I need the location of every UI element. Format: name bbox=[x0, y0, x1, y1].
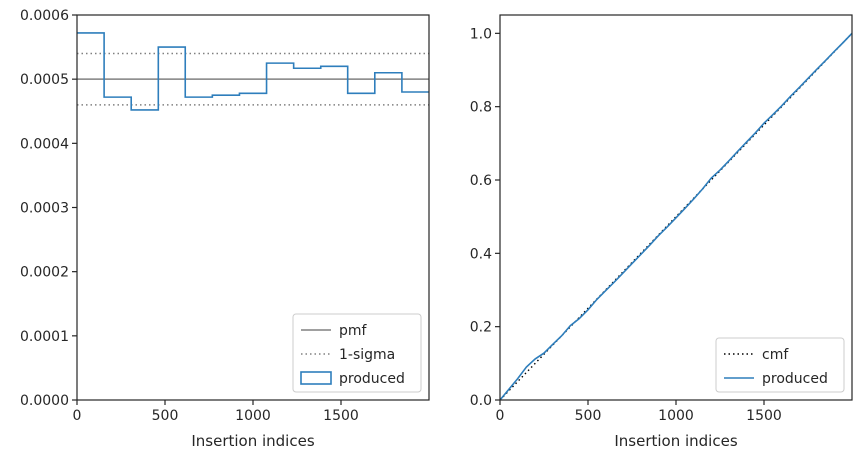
legend: cmf produced bbox=[715, 337, 845, 393]
legend: pmf 1-sigma produced bbox=[292, 313, 422, 393]
legend-label: pmf bbox=[339, 323, 368, 339]
legend-label: cmf bbox=[762, 347, 789, 363]
legend-produced-patch bbox=[300, 371, 332, 385]
legend-label: 1-sigma bbox=[339, 347, 395, 363]
y-tick-label: 0.6 bbox=[470, 173, 492, 189]
y-tick-label: 0.0006 bbox=[20, 8, 69, 24]
x-tick-label: 0 bbox=[73, 408, 82, 424]
y-tick-label: 0.0001 bbox=[20, 329, 69, 345]
produced-histogram-step bbox=[77, 32, 429, 111]
x-tick-label: 1500 bbox=[746, 408, 782, 424]
pmf-panel: 0 500 1000 1500 0.0000 0.0001 0.0002 0.0003 0.00… bbox=[20, 8, 430, 450]
y-tick-label: 0.2 bbox=[470, 320, 492, 336]
y-tick-label: 0.0004 bbox=[20, 136, 69, 152]
y-tick-label: 0.0002 bbox=[20, 265, 69, 281]
y-tick-label: 0.0 bbox=[470, 393, 492, 409]
legend-label: produced bbox=[339, 371, 405, 387]
plot-area bbox=[500, 32, 852, 400]
y-tick-label: 0.8 bbox=[470, 100, 492, 116]
x-tick-label: 1000 bbox=[235, 408, 271, 424]
produced-cumulative-line bbox=[500, 32, 852, 400]
legend-label: produced bbox=[762, 371, 828, 387]
y-tick-label: 1.0 bbox=[470, 26, 492, 42]
y-tick-label: 0.0000 bbox=[20, 393, 69, 409]
x-tick-label: 0 bbox=[496, 408, 505, 424]
y-tick-label: 0.4 bbox=[470, 246, 492, 262]
x-tick-label: 500 bbox=[575, 408, 602, 424]
y-tick-label: 0.0003 bbox=[20, 201, 69, 217]
y-tick-label: 0.0005 bbox=[20, 72, 69, 88]
cmf-panel: 0 500 1000 1500 0.0 0.2 0.4 0.6 0.8 1.0 Insertion … bbox=[470, 14, 853, 450]
x-tick-label: 500 bbox=[152, 408, 179, 424]
x-tick-label: 1000 bbox=[658, 408, 694, 424]
x-axis-label: Insertion indices bbox=[614, 432, 737, 450]
plot-area bbox=[77, 32, 429, 111]
x-tick-label: 1500 bbox=[323, 408, 359, 424]
x-axis-label: Insertion indices bbox=[191, 432, 314, 450]
